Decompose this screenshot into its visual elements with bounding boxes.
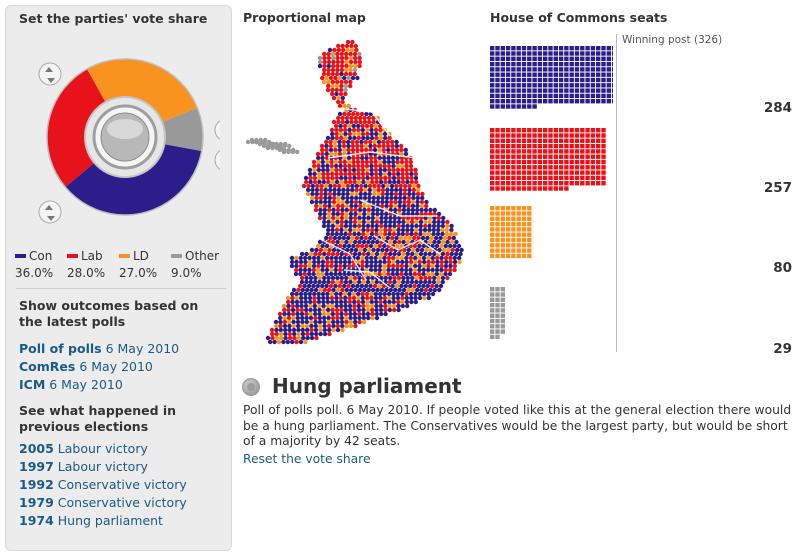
hung-parliament-icon — [242, 378, 260, 396]
proportional-map — [245, 40, 464, 345]
seat-block-lab — [490, 128, 606, 191]
result-description: Poll of polls poll. 6 May 2010. If peopl… — [243, 403, 792, 448]
election-link-1974[interactable]: 1974 Hung parliament — [19, 513, 163, 528]
other-seats: 29 — [773, 341, 792, 357]
lab-share: 28.0% — [67, 266, 106, 280]
lab-seats: 257 — [763, 180, 792, 196]
legend-con: Con 36.0% — [15, 249, 67, 280]
winning-post-line — [616, 34, 617, 352]
divider — [16, 288, 226, 289]
wheel-segment-ld[interactable] — [86, 59, 198, 123]
con-swatch — [15, 253, 26, 258]
poll-link-poll-of-polls[interactable]: Poll of polls 6 May 2010 — [19, 341, 180, 356]
constituency-hexes — [265, 40, 464, 345]
other-swatch — [171, 253, 182, 258]
wheel-segment-lab[interactable] — [46, 68, 106, 188]
seat-blocks — [490, 46, 613, 340]
ld-swatch — [119, 253, 130, 258]
party-legend: Con 36.0% Lab 28.0% LD 27.0% Other 9.0% — [15, 249, 227, 280]
history-heading: See what happened in previous elections — [19, 403, 177, 434]
map-title: Proportional map — [243, 10, 366, 25]
other-share: 9.0% — [171, 266, 202, 280]
ld-share: 27.0% — [119, 266, 158, 280]
seat-block-other — [490, 287, 505, 340]
con-seats: 284 — [763, 100, 792, 116]
legend-ld: LD 27.0% — [119, 249, 171, 280]
northern-ireland-hexes — [245, 137, 300, 155]
election-link-1997[interactable]: 1997 Labour victory — [19, 459, 148, 474]
election-link-1992[interactable]: 1992 Conservative victory — [19, 477, 187, 492]
seats-title: House of Commons seats — [490, 10, 668, 25]
panel-title: Set the parties' vote share — [19, 11, 208, 26]
legend-other: Other 9.0% — [171, 249, 223, 280]
result-title: Hung parliament — [272, 374, 462, 398]
vote-share-wheel[interactable] — [30, 42, 220, 232]
vote-share-panel: Set the parties' vote share Con 36.0% La… — [5, 5, 232, 551]
lab-swatch — [67, 253, 78, 258]
seat-block-con — [490, 46, 613, 109]
wheel-handle-icon[interactable] — [38, 200, 62, 224]
legend-lab: Lab 28.0% — [67, 249, 119, 280]
wheel-handle-icon[interactable] — [214, 119, 220, 141]
polls-heading: Show outcomes based on the latest polls — [19, 298, 199, 329]
reset-vote-share-link[interactable]: Reset the vote share — [243, 452, 371, 466]
election-link-1979[interactable]: 1979 Conservative victory — [19, 495, 187, 510]
seat-block-ld — [490, 206, 532, 259]
poll-link-comres[interactable]: ComRes 6 May 2010 — [19, 359, 153, 374]
ld-seats: 80 — [773, 260, 792, 276]
con-share: 36.0% — [15, 266, 54, 280]
wheel-handle-icon[interactable] — [38, 62, 62, 86]
wheel-segment-con[interactable] — [65, 144, 202, 215]
winning-post-label: Winning post (326) — [622, 34, 723, 46]
poll-link-icm[interactable]: ICM 6 May 2010 — [19, 377, 123, 392]
wheel-segment-other[interactable] — [162, 107, 204, 152]
election-link-2005[interactable]: 2005 Labour victory — [19, 441, 148, 456]
wheel-handle-icon[interactable] — [214, 149, 220, 171]
